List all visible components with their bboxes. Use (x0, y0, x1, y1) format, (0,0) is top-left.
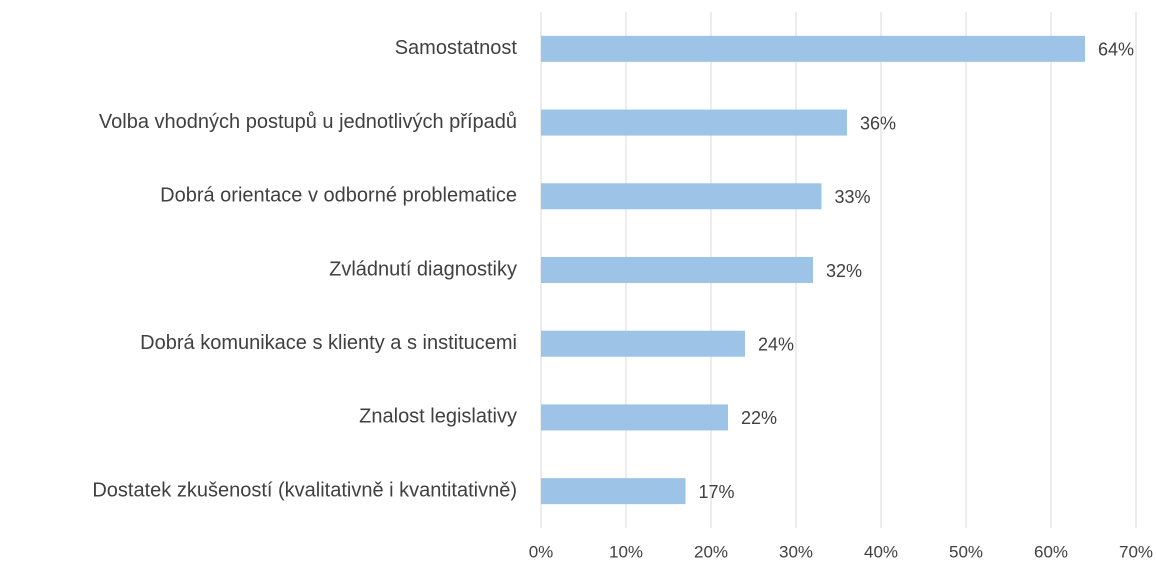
y-tick-label: Samostatnost (395, 37, 518, 59)
value-label: 22% (741, 408, 777, 428)
value-label: 17% (699, 482, 735, 502)
value-label: 24% (758, 334, 794, 354)
bar (541, 35, 1085, 62)
bar (541, 330, 745, 357)
x-tick-label: 30% (779, 542, 813, 561)
value-label: 64% (1098, 40, 1134, 60)
bar (541, 183, 822, 210)
x-tick-label: 40% (864, 542, 898, 561)
y-tick-label: Dobrá komunikace s klienty a s instituce… (140, 332, 517, 354)
y-tick-label: Volba vhodných postupů u jednotlivých př… (99, 111, 517, 133)
y-tick-label: Dobrá orientace v odborné problematice (160, 185, 517, 207)
value-label: 33% (835, 187, 871, 207)
y-tick-label: Znalost legislativy (359, 406, 517, 428)
x-tick-label: 60% (1034, 542, 1068, 561)
x-tick-label: 70% (1119, 542, 1153, 561)
y-tick-label: Dostatek zkušeností (kvalitativně i kvan… (92, 479, 517, 501)
x-tick-label: 0% (529, 542, 554, 561)
value-label: 36% (860, 113, 896, 133)
x-tick-label: 10% (609, 542, 643, 561)
bar (541, 257, 813, 283)
bar (541, 478, 686, 505)
bar (541, 404, 728, 431)
bar (541, 109, 847, 136)
x-tick-label: 50% (949, 542, 983, 561)
y-tick-label: Zvládnutí diagnostiky (329, 258, 517, 280)
x-tick-label: 20% (694, 542, 728, 561)
value-label: 32% (826, 261, 862, 281)
